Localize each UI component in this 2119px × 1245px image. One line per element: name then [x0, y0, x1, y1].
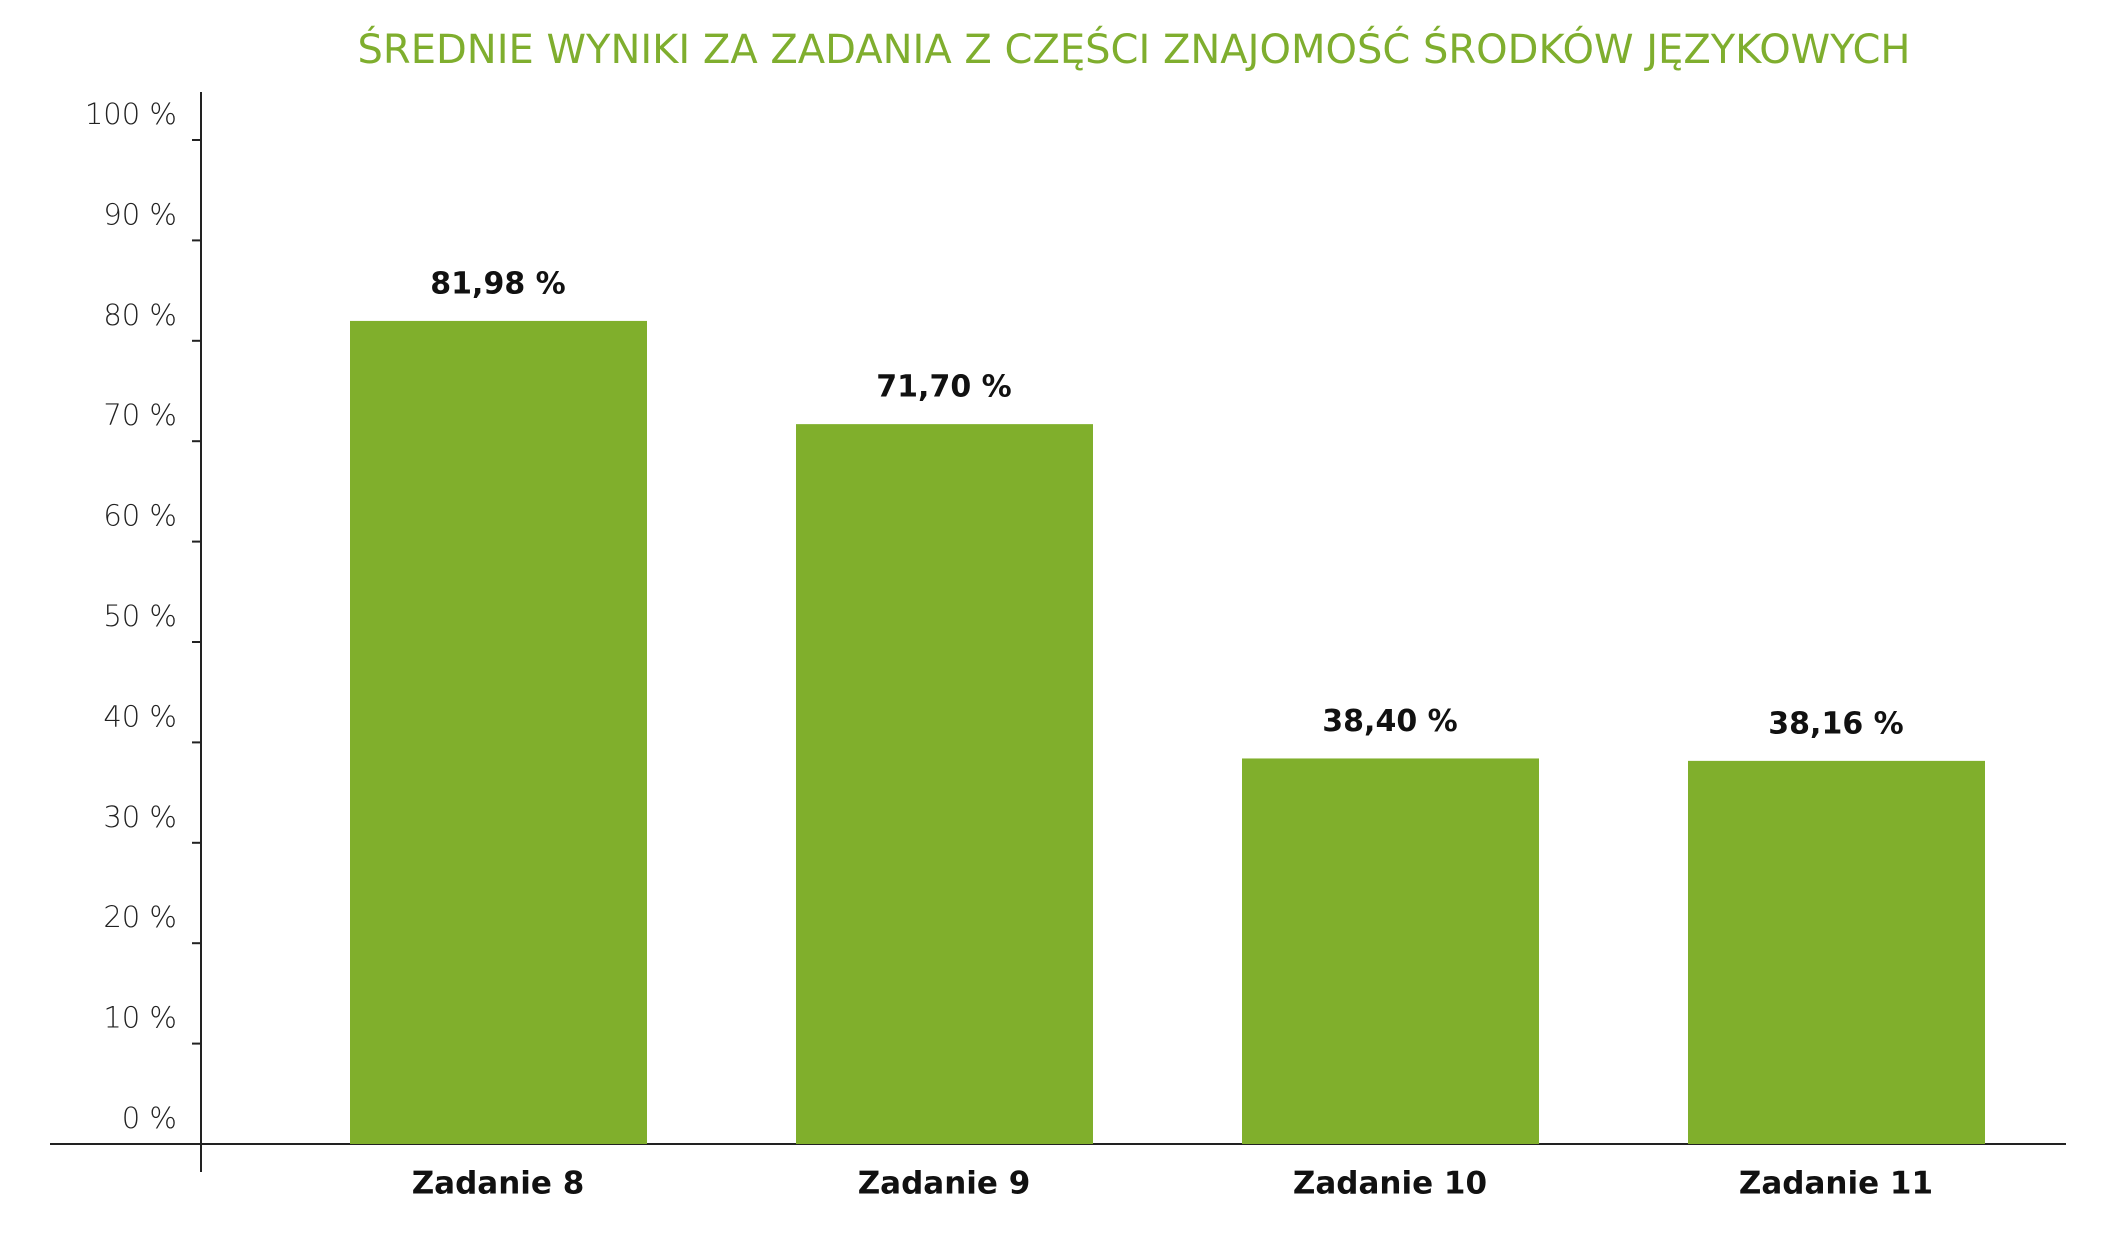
y-tick-label: 10 % — [103, 1001, 177, 1035]
value-label: 71,70 % — [876, 370, 1011, 405]
y-tick-label: 20 % — [103, 900, 177, 934]
bar — [1242, 758, 1539, 1144]
value-label: 38,16 % — [1768, 706, 1903, 741]
value-label: 81,98 % — [430, 266, 565, 301]
y-tick-label: 40 % — [103, 699, 177, 733]
x-tick-label: Zadanie 9 — [858, 1166, 1031, 1202]
chart-title: ŚREDNIE WYNIKI ZA ZADANIA Z CZĘŚCI ZNAJO… — [358, 25, 1911, 73]
y-tick-label: 100 % — [85, 97, 177, 131]
bar — [350, 320, 647, 1145]
bar — [1688, 760, 1985, 1144]
x-tick-label: Zadanie 11 — [1739, 1166, 1933, 1202]
bar — [796, 424, 1093, 1145]
y-tick-label: 30 % — [103, 800, 177, 834]
y-tick-label: 50 % — [103, 599, 177, 633]
y-tick-label: 90 % — [103, 197, 177, 231]
y-tick-label: 70 % — [103, 398, 177, 432]
x-tick-label: Zadanie 8 — [412, 1166, 585, 1202]
y-tick-label: 80 % — [103, 298, 177, 332]
value-label: 38,40 % — [1322, 704, 1457, 739]
y-tick-label: 60 % — [103, 499, 177, 533]
y-tick-label: 0 % — [122, 1101, 177, 1135]
x-tick-label: Zadanie 10 — [1293, 1166, 1487, 1202]
